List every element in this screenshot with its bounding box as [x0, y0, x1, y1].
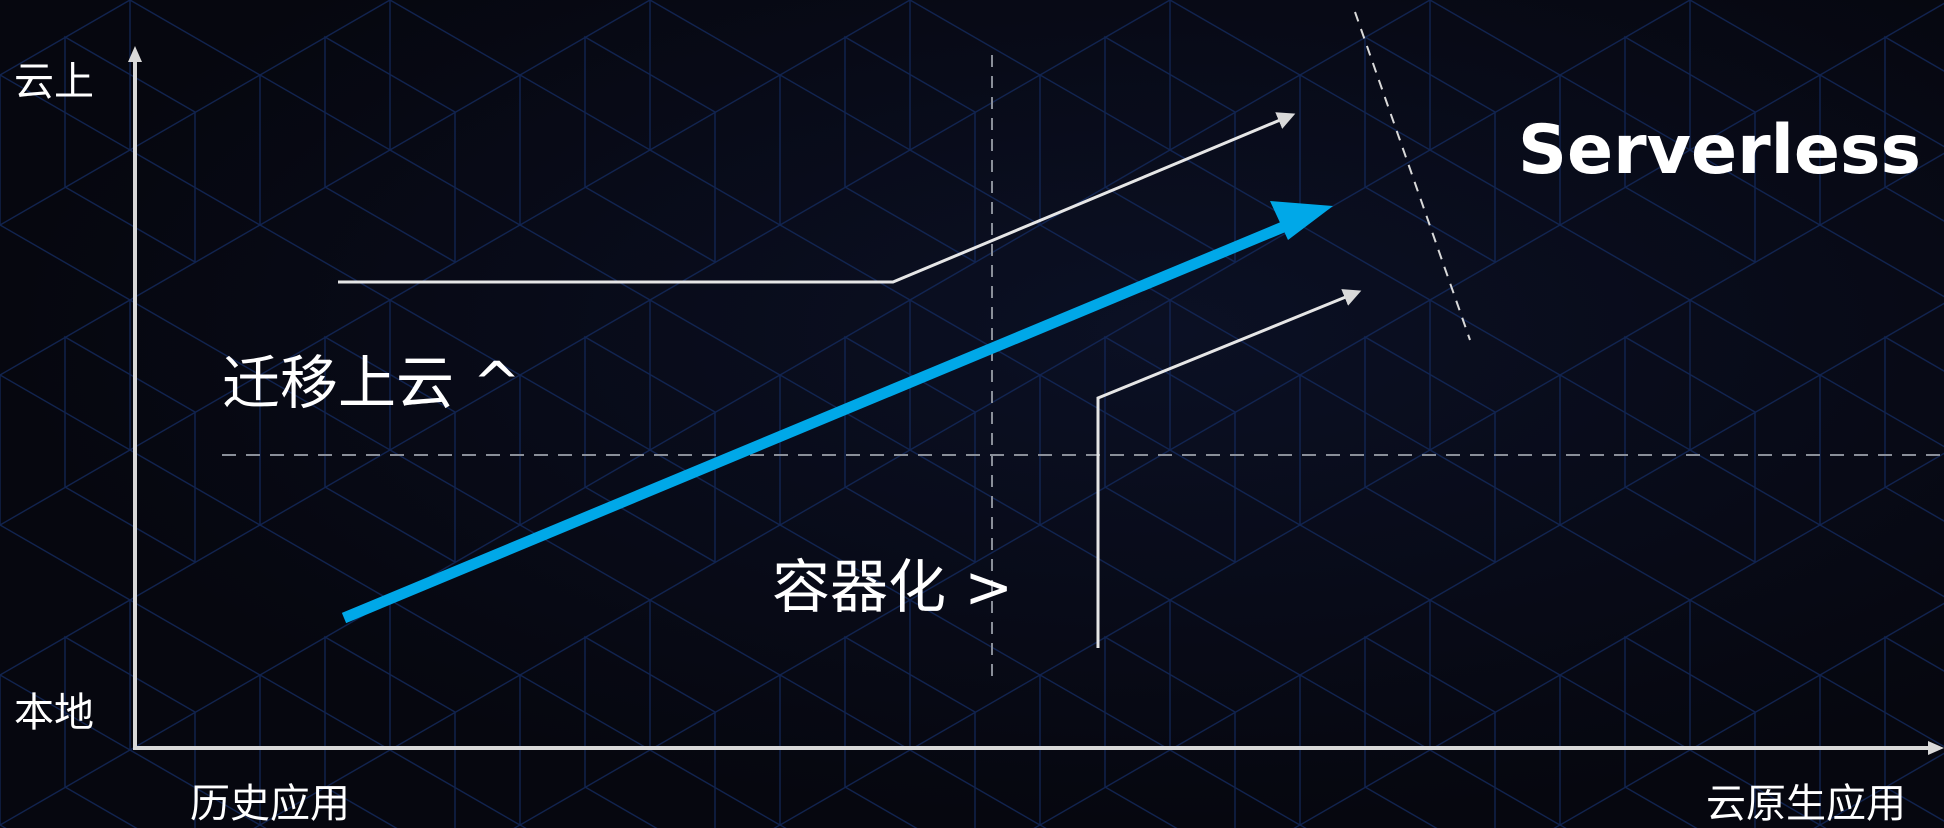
y-axis-arrowhead — [128, 46, 142, 62]
y-axis-top-label: 云上 — [14, 59, 94, 105]
containerize-label: 容器化 > — [772, 553, 1014, 621]
x-axis-right-label: 云原生应用 — [1706, 781, 1906, 827]
migrate-path-arrow — [338, 112, 1296, 284]
serverless-dashed-boundary — [1354, 11, 1471, 341]
x-axis-left-label: 历史应用 — [190, 781, 350, 827]
y-axis-bottom-label: 本地 — [14, 690, 94, 736]
x-axis-arrowhead — [1928, 741, 1944, 755]
containerize-path-arrow — [1096, 289, 1362, 648]
migrate-to-cloud-label: 迁移上云 ^ — [222, 349, 522, 417]
serverless-label: Serverless — [1518, 111, 1921, 190]
main-transformation-arrowhead — [1270, 201, 1333, 240]
main-transformation-arrow — [341, 214, 1303, 624]
